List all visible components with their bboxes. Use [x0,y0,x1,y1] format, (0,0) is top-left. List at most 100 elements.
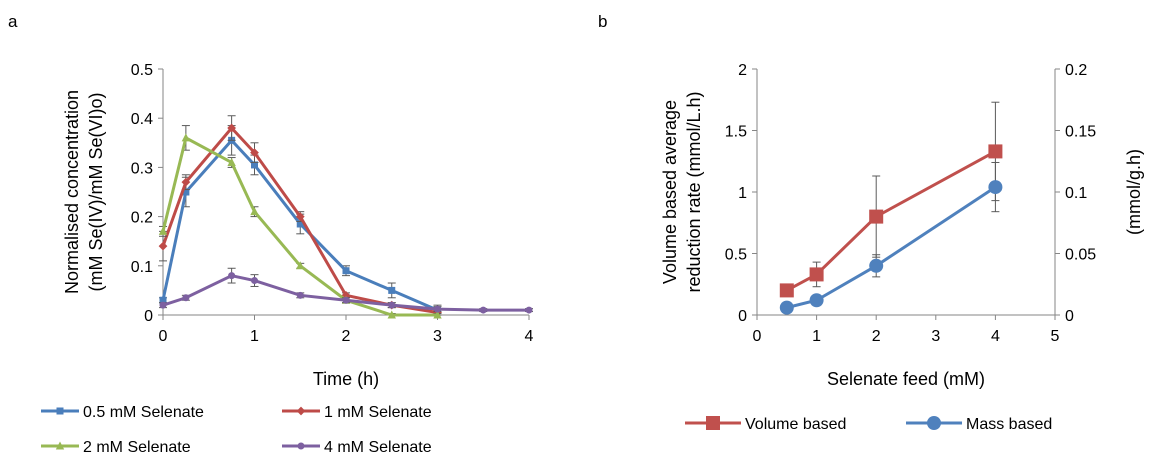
data-point [228,272,236,280]
data-point [250,207,259,216]
series-line [786,185,997,310]
data-point [296,220,304,228]
chart-a-ticks: 0 0.1 0.2 0.3 0.4 0.5 0 1 2 3 4 [131,62,534,345]
data-point [182,188,190,196]
chart-a-ylabel-line-2: (mM Se(IV)/mM Se(VI)o) [86,92,106,291]
y-tick-label: 0.2 [131,210,153,227]
data-point [342,296,350,304]
legend-marker [706,416,720,430]
data-point [779,300,794,315]
chart-b-panel-letter: b [598,12,607,31]
data-point [158,241,168,251]
chart-a-series-group [158,115,533,319]
data-point [869,209,884,224]
x-tick-label: 4 [991,328,1000,345]
data-point [988,180,1003,195]
y-tick-label: 0.4 [131,111,153,128]
x-tick-label: 2 [342,328,351,345]
data-point [869,258,884,273]
data-point [388,301,396,309]
legend-label: 1 mM Selenate [324,404,432,421]
chart-a-panel-letter: a [8,12,18,31]
series-mass-based [779,161,1003,315]
y-tick-label: 0.1 [131,259,153,276]
data-point [342,267,350,275]
chart-a-ylabel-line-1: Normalised concentration [62,90,82,294]
chart-a-xlabel: Time (h) [313,369,379,389]
x-tick-label: 5 [1051,328,1060,345]
y-tick-label: 0.5 [131,62,153,79]
data-point [388,286,396,294]
data-point [525,306,533,314]
series-4-mm-selenate [159,267,533,314]
legend-label: 2 mM Selenate [83,439,191,456]
chart-b-xlabel: Selenate feed (mM) [827,369,985,389]
data-point [159,296,167,304]
legend-item: 2 mM Selenate [41,439,191,456]
data-point [227,123,236,133]
chart-b-ylabel-line-1: Volume based average [660,100,680,284]
data-point [250,148,259,158]
x-tick-label: 0 [753,328,762,345]
legend-item: Mass based [906,416,1052,433]
chart-b-ticks: 00.511.520 1 2 3 4 500.050.10.150.2 [725,62,1096,345]
y-tick-label: 0.5 [725,247,747,264]
chart-b-y2label: (mmol/g.h) [1124,149,1144,235]
x-tick-label: 1 [250,328,259,345]
data-point [809,293,824,308]
chart-b-legend: Volume based Mass based [685,416,1052,433]
legend-label: Volume based [745,416,846,433]
series-line [162,274,529,312]
y-tick-label: 1 [738,185,747,202]
y2-tick-label: 0.2 [1065,62,1087,79]
y2-tick-label: 0.1 [1065,185,1087,202]
data-point [251,277,258,285]
legend-marker [56,407,64,415]
x-tick-label: 3 [931,328,940,345]
data-point [988,144,1003,159]
data-point [251,161,258,169]
legend-item: 0.5 mM Selenate [41,404,204,421]
x-tick-label: 2 [872,328,881,345]
chart-a: a Normalised concentration (mM Se(IV)/mM… [8,12,534,456]
series-line [161,135,438,317]
legend-item: 4 mM Selenate [282,439,432,456]
legend-marker [927,416,941,430]
x-tick-label: 3 [433,328,442,345]
data-point [434,305,441,313]
series-volume-based [779,101,1003,298]
data-point [158,226,168,235]
data-point [295,212,305,221]
x-tick-label: 0 [159,328,168,345]
legend-label: Mass based [966,416,1052,433]
data-point [433,310,442,319]
y2-tick-label: 0.15 [1065,124,1096,141]
y-tick-label: 1.5 [725,124,747,141]
series-line [786,150,997,292]
data-point [479,306,487,314]
chart-b: b Volume based average reduction rate (m… [598,12,1144,433]
legend-item: 1 mM Selenate [282,404,432,421]
data-point [809,267,824,282]
y-tick-label: 0.3 [131,160,153,177]
chart-b-ylabel-line-2: reduction rate (mmol/L.h) [684,91,704,292]
data-point [779,283,794,298]
legend-marker [297,442,305,450]
y2-tick-label: 0.05 [1065,247,1096,264]
x-tick-label: 1 [812,328,821,345]
data-point [159,301,167,309]
data-point [181,177,191,187]
legend-label: 0.5 mM Selenate [83,404,204,421]
data-point [296,261,305,270]
y-tick-label: 0 [738,308,747,325]
data-point [181,133,191,142]
y2-tick-label: 0 [1065,308,1074,325]
legend-marker [296,406,306,416]
legend-marker [55,441,65,450]
chart-b-series-group [779,101,1003,315]
data-point [227,157,236,166]
legend-label: 4 mM Selenate [324,439,432,456]
legend-item: Volume based [685,416,846,433]
data-point [182,294,190,302]
